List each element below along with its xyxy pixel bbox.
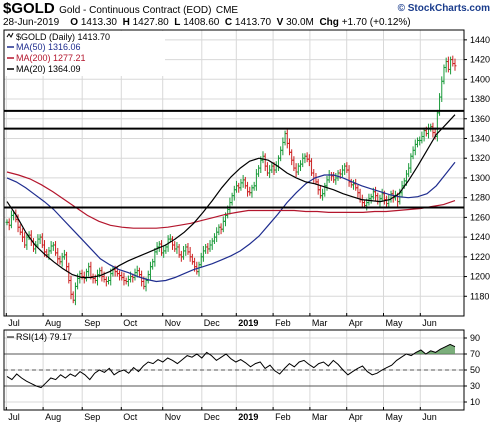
month-label: 2019: [238, 412, 258, 422]
legend-ma20: MA(20) 1364.09: [16, 64, 81, 74]
price-y-axis: 1180 1200 1220 1240 1260 1280 1300 1320 1340 1360…: [464, 35, 490, 301]
price-y-tick-label: 1400: [470, 74, 490, 84]
exchange-label: CME: [215, 5, 239, 16]
legend: $GOLD (Daily) 1413.70 MA(50) 1316.06 MA(…: [5, 31, 165, 76]
rsi-y-tick-label: 90: [470, 333, 480, 343]
month-label: Jun: [422, 318, 437, 328]
open-value: 1413.30: [80, 17, 117, 28]
month-label: Jun: [422, 412, 437, 422]
month-label: May: [386, 318, 404, 328]
rsi-y-axis: 10 30 50 70 90: [464, 333, 480, 407]
rsi-y-tick-label: 30: [470, 381, 480, 391]
legend-ma50: MA(50) 1316.06: [16, 42, 81, 52]
month-label: Feb: [275, 318, 291, 328]
month-label: Jul: [8, 318, 20, 328]
month-label: Sep: [84, 318, 100, 328]
ohlc-readout: 28-Jun-2019 O 1413.30 H 1427.80 L 1408.6…: [3, 17, 411, 28]
price-y-tick-label: 1280: [470, 193, 490, 203]
price-y-tick-label: 1260: [470, 212, 490, 222]
volume-value: 30.0M: [286, 17, 314, 28]
month-label: Apr: [349, 318, 363, 328]
month-label: Dec: [204, 318, 221, 328]
price-panel-frame: [3, 29, 465, 317]
high-label: H: [122, 17, 130, 28]
price-y-tick-label: 1340: [470, 133, 490, 143]
moving-averages: [6, 114, 456, 283]
rsi-legend: RSI(14) 79.17: [16, 332, 72, 342]
rsi-overbought-area: [416, 344, 455, 354]
date-label: 28-Jun-2019: [3, 17, 60, 28]
price-series: [5, 55, 457, 306]
support-resistance-lines: [4, 109, 464, 209]
rsi-y-tick-label: 70: [470, 349, 480, 359]
ma-line-ma50: [6, 161, 456, 283]
open-label: O: [70, 17, 79, 28]
month-label: Feb: [275, 412, 291, 422]
month-label: 2019: [238, 318, 258, 328]
rsi-threshold-lines: [4, 353, 464, 387]
month-label: Jul: [8, 412, 20, 422]
price-y-tick-label: 1440: [470, 35, 490, 45]
rsi-y-tick-label: 50: [470, 365, 480, 375]
price-y-tick-label: 1240: [470, 232, 490, 242]
close-value: 1413.70: [234, 17, 272, 28]
price-y-tick-label: 1300: [470, 173, 490, 183]
high-value: 1427.80: [132, 17, 169, 28]
rsi-line: [6, 343, 456, 389]
chart-title: $GOLD Gold - Continuous Contract (EOD) C…: [3, 0, 238, 18]
price-y-tick-label: 1360: [470, 114, 490, 124]
ohlc-legend-icon: [6, 32, 14, 38]
rsi-gridlines: [4, 330, 464, 410]
month-label: Oct: [123, 412, 138, 422]
symbol-label: $GOLD: [3, 0, 55, 17]
close-label: C: [224, 17, 233, 28]
legend-price: $GOLD (Daily) 1413.70: [16, 32, 110, 42]
legend-ma200: MA(200) 1277.21: [16, 53, 86, 63]
price-y-tick-label: 1380: [470, 94, 490, 104]
volume-label: V: [276, 17, 284, 28]
price-y-tick-label: 1180: [470, 291, 489, 301]
month-label: Aug: [45, 318, 61, 328]
change-label: Chg: [319, 17, 339, 28]
month-label: Dec: [204, 412, 221, 422]
month-label: Nov: [165, 412, 182, 422]
ma-line-ma20: [6, 114, 456, 279]
month-label: Oct: [123, 318, 138, 328]
brand-label: © StockCharts.com: [397, 3, 490, 14]
month-label: Mar: [312, 318, 328, 328]
month-label: Sep: [84, 412, 100, 422]
month-label: Aug: [45, 412, 61, 422]
month-label: May: [386, 412, 404, 422]
rsi-series-line: [6, 343, 456, 389]
month-axis-rsi: Jul Aug Sep Oct Nov Dec 2019 Feb Mar Apr May Jun: [5, 407, 437, 422]
low-value: 1408.60: [183, 17, 220, 28]
month-label: Nov: [165, 318, 182, 328]
ma-line-ma200: [6, 171, 456, 229]
rsi-overbought-fill: [416, 344, 455, 354]
rsi-y-tick-label: 10: [470, 397, 480, 407]
price-y-tick-label: 1200: [470, 272, 490, 282]
price-y-tick-label: 1420: [470, 55, 490, 65]
month-label: Apr: [349, 412, 363, 422]
low-label: L: [174, 17, 181, 28]
month-axis-price: Jul Aug Sep Oct Nov Dec 2019 Feb Mar Apr May Jun: [5, 313, 437, 328]
change-value: +1.70 (+0.12%): [341, 17, 411, 28]
month-label: Mar: [312, 412, 328, 422]
price-y-tick-label: 1220: [470, 252, 490, 262]
price-y-tick-label: 1320: [470, 153, 490, 163]
description-label: Gold - Continuous Contract (EOD): [59, 5, 212, 16]
